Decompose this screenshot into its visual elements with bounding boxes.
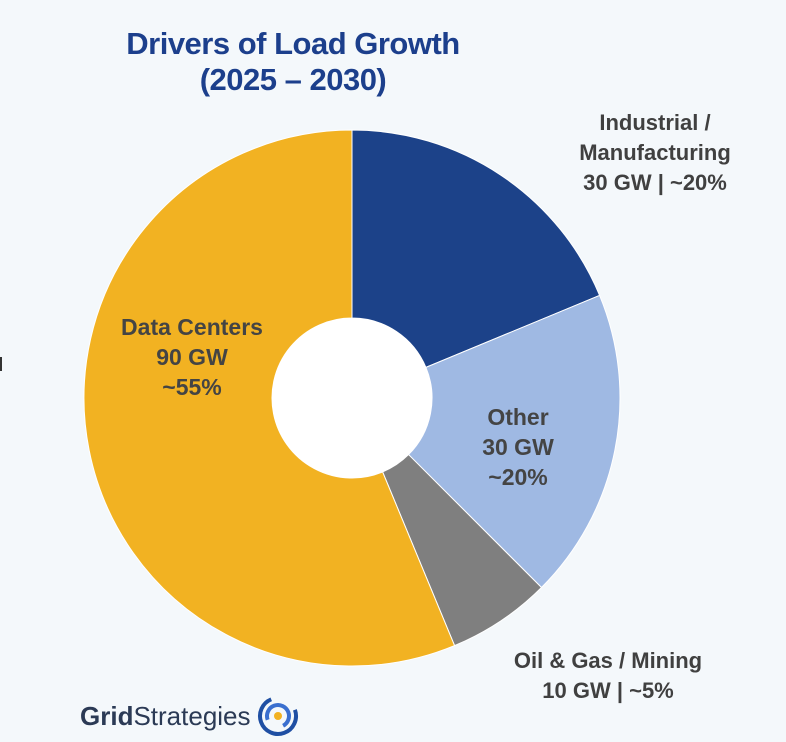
label-data-centers-line-1: Data Centers xyxy=(121,314,263,340)
chart-title: Drivers of Load Growth xyxy=(126,26,460,61)
logo-wordmark: GridStrategies xyxy=(80,701,251,732)
label-industrial-line-2: Manufacturing xyxy=(579,140,731,165)
label-oil-gas-line-1: Oil & Gas / Mining xyxy=(513,648,703,673)
label-other-line-3: ~20% xyxy=(488,464,548,490)
label-data-centers-line-3: ~55% xyxy=(162,374,222,400)
grid-strategies-logo: GridStrategies xyxy=(80,696,299,736)
label-other-line-2: 30 GW xyxy=(482,434,554,460)
label-oil-gas: Oil & Gas / Mining 10 GW | ~5% xyxy=(488,646,728,706)
label-industrial: Industrial / Manufacturing 30 GW | ~20% xyxy=(560,108,750,198)
label-industrial-line-3: 30 GW | ~20% xyxy=(583,170,727,195)
slice-data-centers xyxy=(83,129,456,667)
grid-strategies-emblem-icon xyxy=(257,696,298,736)
label-data-centers: Data Centers 90 GW ~55% xyxy=(96,312,288,402)
donut-hole xyxy=(272,318,432,478)
chart-title-block: Drivers of Load Growth (2025 – 2030) xyxy=(100,26,486,98)
label-other: Other 30 GW ~20% xyxy=(458,402,578,492)
logo-regular-text: Strategies xyxy=(133,700,251,731)
label-industrial-line-1: Industrial / xyxy=(599,110,711,135)
chart-subtitle: (2025 – 2030) xyxy=(199,62,387,97)
logo-bold-text: Grid xyxy=(80,700,134,731)
label-oil-gas-line-2: 10 GW | ~5% xyxy=(542,678,674,703)
label-other-line-1: Other xyxy=(487,404,549,430)
label-data-centers-line-2: 90 GW xyxy=(156,344,228,370)
edge-artifact xyxy=(0,357,2,371)
